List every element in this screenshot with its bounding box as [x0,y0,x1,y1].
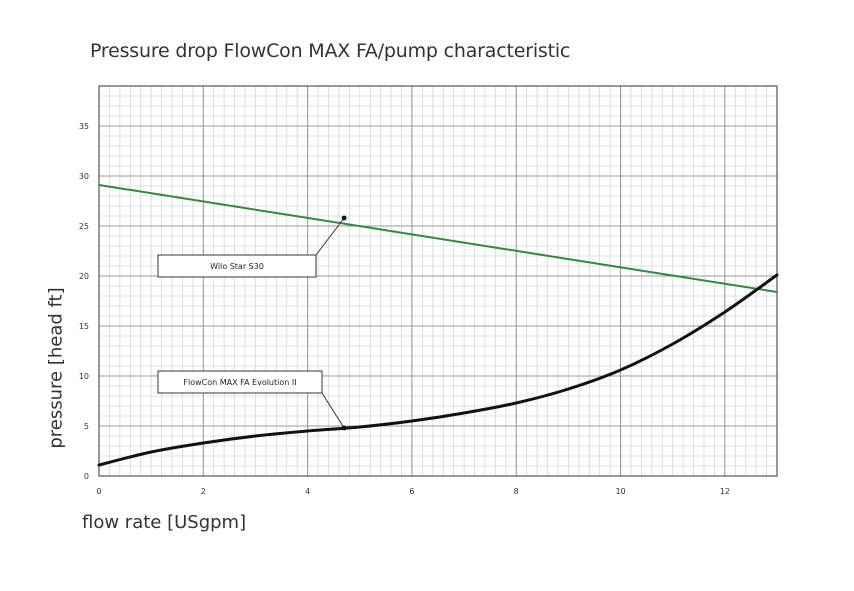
pump-curve-line [98,184,778,293]
major-grid [99,86,777,476]
callout-point-marker [341,215,347,221]
y-tick-label: 10 [79,372,89,381]
x-tick-labels: 0 2 4 6 8 10 12 [96,487,729,496]
x-tick-label: 10 [615,487,625,496]
callout-label: FlowCon MAX FA Evolution II [183,378,296,387]
callout-point-marker [341,425,347,431]
x-axis-label: flow rate [USgpm] [82,512,247,533]
y-tick-labels: 0 5 10 15 20 25 30 35 [79,122,89,481]
x-tick-label: 12 [720,487,730,496]
callout-leader-line [321,392,345,429]
plot-border [98,85,778,477]
y-tick-label: 20 [79,272,89,281]
x-tick-label: 8 [514,487,519,496]
callout-box [157,370,323,394]
x-tick-label: 2 [201,487,206,496]
chart-title: Pressure drop FlowCon MAX FA/pump charac… [90,40,571,62]
plot-frame [98,85,778,477]
callout-label: Wilo Star S30 [210,262,264,271]
annotations: Wilo Star S30 FlowCon MAX FA Evolution II [157,215,347,431]
y-tick-label: 0 [84,472,89,481]
series-lines [97,184,779,467]
x-tick-label: 4 [305,487,310,496]
callout-box [157,254,317,278]
y-tick-label: 25 [79,222,89,231]
minor-grid [99,86,777,476]
callout-leader-line [315,217,345,256]
y-tick-label: 15 [79,322,89,331]
y-tick-label: 5 [84,422,89,431]
y-tick-label: 30 [79,172,89,181]
x-tick-label: 6 [409,487,414,496]
valve-curve-line [97,273,779,467]
y-tick-label: 35 [79,122,89,131]
x-tick-label: 0 [96,487,101,496]
